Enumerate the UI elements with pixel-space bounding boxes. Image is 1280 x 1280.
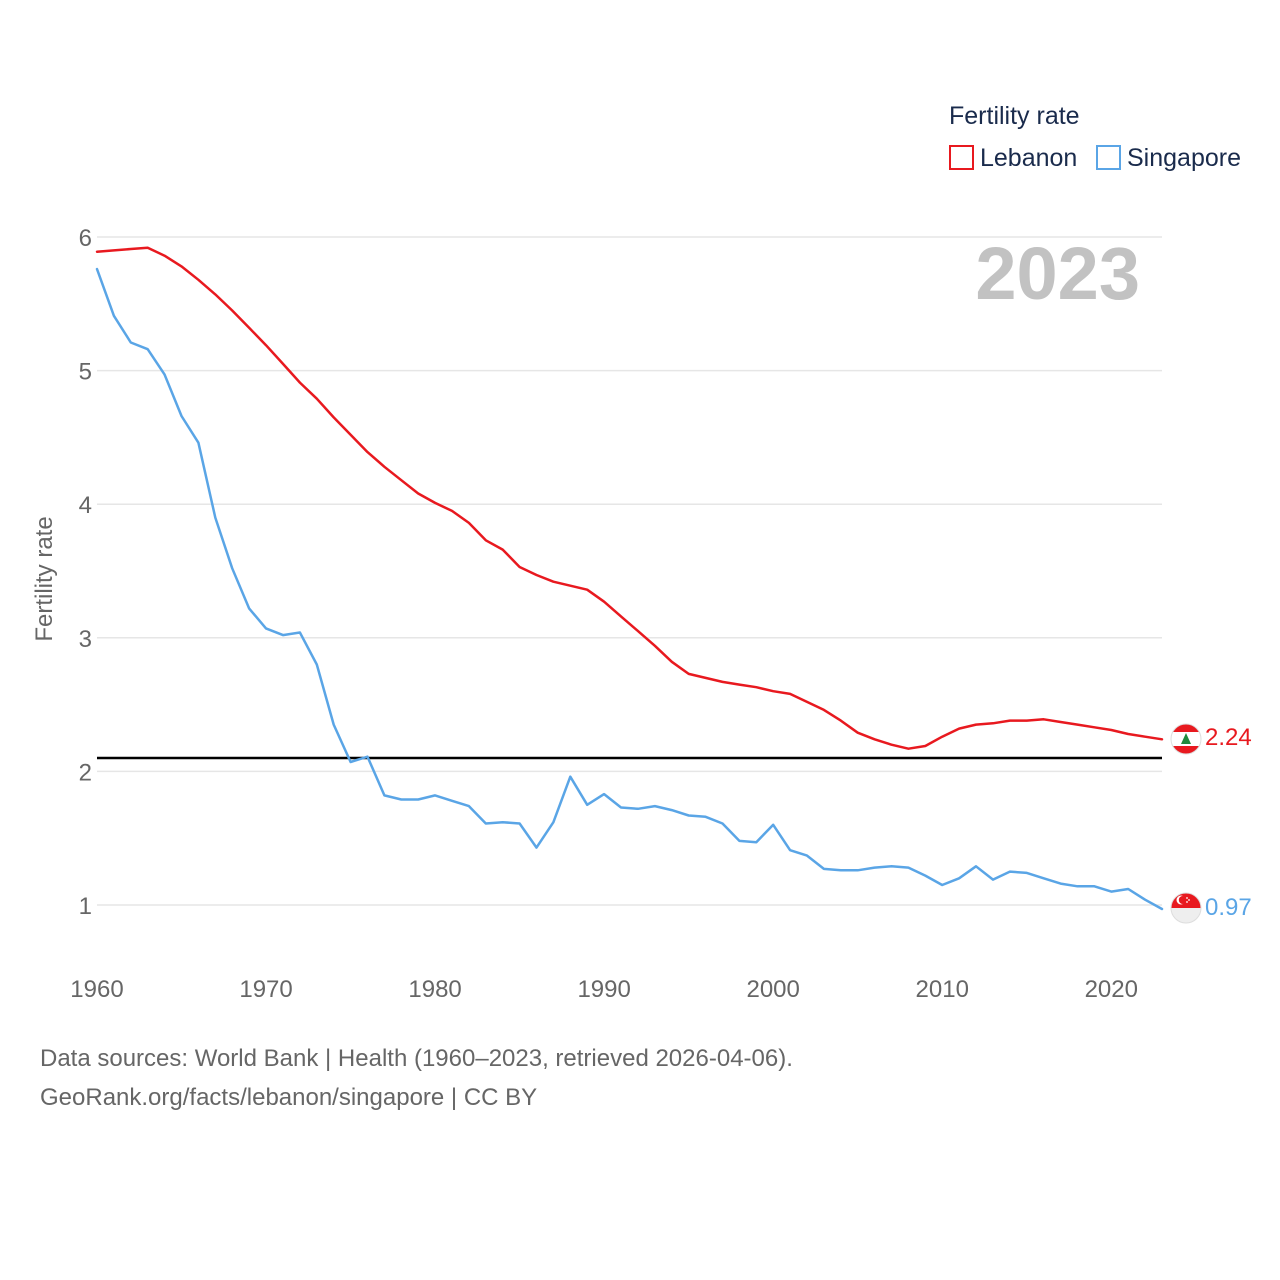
grid-lines — [97, 236, 1162, 906]
legend-swatch-lebanon — [949, 145, 974, 170]
y-axis-title: Fertility rate — [31, 516, 58, 641]
legend-swatch-singapore — [1096, 145, 1121, 170]
x-tick-label-2010: 2010 — [916, 976, 969, 1003]
series-lines — [95, 246, 1164, 911]
data-source-note: Data sources: World Bank | Health (1960–… — [40, 1045, 793, 1072]
y-tick-label-5: 5 — [79, 359, 92, 386]
end-value-lebanon: 2.24 — [1205, 724, 1252, 751]
y-tick-label-1: 1 — [79, 893, 92, 920]
x-tick-label-1960: 1960 — [70, 976, 123, 1003]
end-value-singapore: 0.97 — [1205, 894, 1252, 921]
legend: Fertility rate Lebanon Singapore — [949, 102, 1241, 172]
x-tick-label-1970: 1970 — [239, 976, 292, 1003]
legend-label-singapore: Singapore — [1127, 144, 1241, 172]
singapore-flag-icon — [1170, 892, 1202, 924]
y-axis-ticks: 1 2 3 4 5 6 — [79, 225, 92, 920]
y-tick-label-6: 6 — [79, 225, 92, 252]
x-tick-label-1980: 1980 — [408, 976, 461, 1003]
x-tick-label-1990: 1990 — [577, 976, 630, 1003]
x-tick-label-2000: 2000 — [746, 976, 799, 1003]
series-line-lebanon — [95, 246, 1164, 750]
x-tick-label-2020: 2020 — [1085, 976, 1138, 1003]
fertility-rate-chart: 1 2 3 4 5 6 1960 1970 1980 1990 2000 2010 2020 Fert… — [31, 102, 1252, 1003]
x-axis-ticks: 1960 1970 1980 1990 2000 2010 2020 — [70, 976, 1138, 1003]
year-watermark: 2023 — [975, 232, 1140, 315]
legend-item-singapore[interactable]: Singapore — [1096, 144, 1241, 172]
legend-title: Fertility rate — [949, 102, 1080, 130]
y-tick-label-4: 4 — [79, 492, 92, 519]
credit-link[interactable]: GeoRank.org/facts/lebanon/singapore | CC… — [40, 1084, 538, 1111]
legend-item-lebanon[interactable]: Lebanon — [949, 144, 1077, 172]
lebanon-flag-icon — [1170, 723, 1202, 755]
series-line-singapore — [95, 267, 1164, 911]
y-tick-label-3: 3 — [79, 626, 92, 653]
legend-label-lebanon: Lebanon — [980, 144, 1077, 172]
y-tick-label-2: 2 — [79, 759, 92, 786]
